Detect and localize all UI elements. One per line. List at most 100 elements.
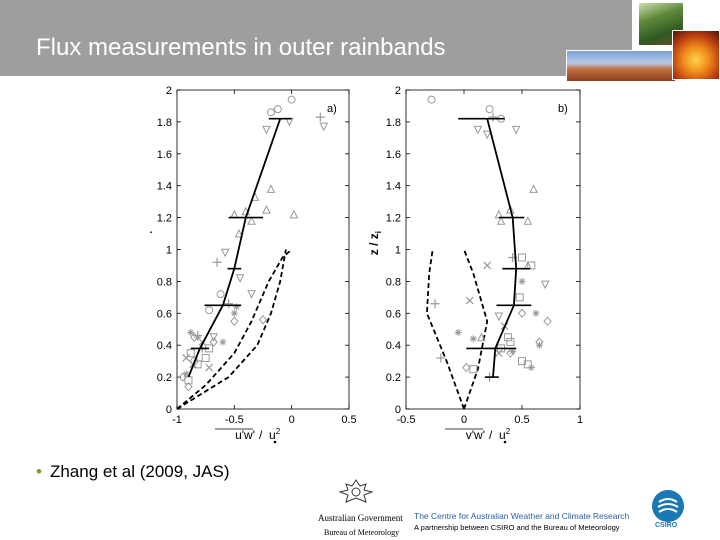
y-tick-label: 0.4	[386, 340, 401, 352]
cross-marker	[465, 296, 474, 305]
x-tick-label: 0	[289, 414, 295, 426]
asterisk-marker	[182, 370, 190, 378]
chart-panel: -0.5 0 0.5 100.20.40.60.811.21.41.61.82b)z …	[367, 85, 583, 444]
circle-marker	[205, 306, 214, 315]
asterisk-marker	[509, 348, 517, 356]
x-axis-label-denominator: u2	[499, 427, 511, 442]
plus-marker	[488, 112, 498, 122]
x-tick-label: -1	[172, 414, 182, 426]
asterisk-marker	[532, 309, 540, 317]
y-tick-label: 0.6	[157, 308, 172, 320]
y-tick-label: 1	[166, 245, 172, 257]
triangle-up-marker	[247, 216, 256, 225]
government-name: Australian Government	[318, 513, 403, 523]
circle-marker	[287, 95, 296, 104]
asterisk-marker	[527, 364, 535, 372]
x-axis-label-slash: /	[259, 428, 263, 442]
x-axis-label-numerator: v'w'	[466, 428, 485, 442]
square-marker	[527, 261, 536, 270]
dashed-curve	[176, 249, 287, 410]
cawcr-name: The Centre for Australian Weather and Cl…	[414, 511, 630, 521]
circle-marker	[216, 290, 225, 299]
cross-marker	[182, 354, 191, 362]
diamond-marker	[209, 337, 218, 347]
friction-velocity-subscript	[273, 440, 277, 444]
y-tick-label: 1.6	[157, 149, 172, 161]
field-photo	[566, 50, 676, 82]
plus-marker	[224, 299, 234, 309]
y-tick-label: 0	[166, 404, 172, 416]
y-tick-label: 1.4	[386, 181, 401, 193]
y-tick-label: 2	[395, 85, 401, 97]
y-tick-label: 0.8	[157, 276, 172, 288]
cross-marker	[483, 261, 492, 270]
y-tick-label: 1.6	[386, 149, 401, 161]
x-tick-label: 0	[461, 414, 467, 426]
plus-marker	[212, 257, 222, 267]
chart-panel: -1 -0.5 0 0.5 0 0.2 0.4 0.6 0.8 1 1.2 1.4 1.6 1.8 2 a) z…	[150, 85, 357, 444]
friction-velocity-subscript	[503, 440, 507, 444]
triangle-down-marker	[220, 248, 230, 258]
triangle-down-marker	[209, 333, 219, 342]
y-tick-label: 1.2	[386, 213, 401, 225]
asterisk-marker	[535, 341, 543, 349]
mean-profile-line	[486, 118, 518, 378]
asterisk-marker	[230, 309, 238, 317]
y-tick-label: 0.2	[386, 372, 401, 384]
diamond-marker	[517, 308, 527, 319]
triangle-down-marker	[319, 122, 329, 132]
fire-photo	[672, 30, 720, 80]
asterisk-marker	[454, 328, 462, 336]
square-marker	[201, 353, 210, 362]
x-axis-label-numerator: u'w'	[235, 428, 255, 442]
dashed-curve	[176, 248, 293, 410]
y-axis-label: z / zi	[150, 231, 154, 255]
y-tick-label: 0.2	[157, 372, 172, 384]
asterisk-marker	[469, 335, 477, 343]
reference-bullet: • Zhang et al (2009, JAS)	[36, 462, 230, 482]
csiro-label: CSIRO	[655, 522, 678, 529]
square-marker	[515, 293, 524, 302]
x-tick-label: -0.5	[397, 414, 416, 426]
square-marker	[504, 333, 513, 342]
triangle-up-marker	[477, 332, 486, 342]
triangle-up-marker	[289, 209, 299, 219]
triangle-down-marker	[235, 274, 245, 283]
bullet-dot: •	[36, 462, 42, 481]
panel-label: b)	[558, 103, 568, 115]
x-axis-label-denominator: u2	[269, 427, 281, 442]
diamond-marker	[462, 362, 471, 373]
square-marker	[186, 349, 195, 358]
flux-profile-charts: -1 -0.5 0 0.5 0 0.2 0.4 0.6 0.8 1 1.2 1.4 1.6 1.8 2 a) z…	[150, 85, 583, 444]
diamond-marker	[230, 316, 239, 327]
diamond-marker	[178, 372, 187, 382]
y-tick-label: 1.2	[157, 213, 172, 225]
x-tick-label: 0.5	[341, 414, 356, 426]
triangle-up-marker	[234, 228, 244, 238]
triangle-down-marker	[494, 312, 504, 322]
asterisk-marker	[219, 338, 227, 346]
circle-marker	[427, 95, 436, 104]
triangle-up-marker	[496, 216, 506, 225]
triangle-down-marker	[247, 290, 256, 299]
triangle-down-marker	[473, 125, 483, 135]
x-tick-label: -0.5	[225, 414, 244, 426]
csiro-logo-icon	[652, 490, 684, 522]
circle-marker	[267, 108, 276, 117]
government-crest-icon	[338, 479, 374, 503]
triangle-down-marker	[262, 125, 271, 135]
y-tick-label: 1.4	[157, 181, 172, 193]
triangle-down-marker	[540, 280, 550, 290]
y-tick-label: 2	[166, 85, 172, 97]
triangle-up-marker	[506, 205, 515, 214]
triangle-up-marker	[523, 216, 533, 225]
panel-label: a)	[327, 103, 337, 115]
square-marker	[518, 253, 526, 262]
asterisk-marker	[518, 277, 526, 285]
y-tick-label: 0.4	[157, 340, 172, 352]
plus-marker	[436, 353, 446, 363]
y-tick-label: 1.8	[157, 117, 172, 129]
triangle-down-marker	[511, 125, 521, 135]
reference-text: Zhang et al (2009, JAS)	[49, 462, 230, 481]
circle-marker	[485, 105, 494, 114]
